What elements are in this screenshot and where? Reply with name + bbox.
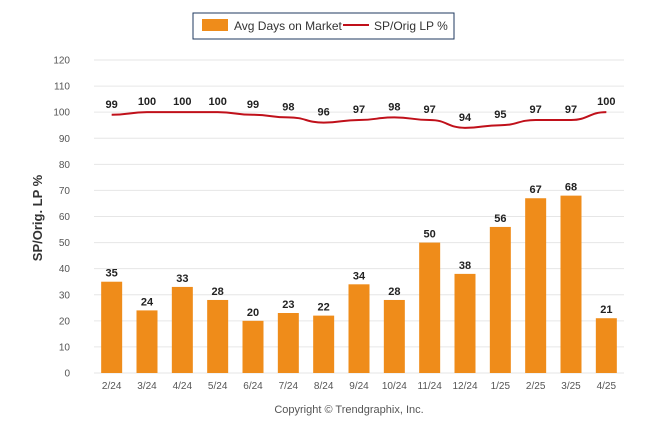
bar-value-label: 34	[353, 270, 366, 282]
bar	[525, 198, 547, 373]
bar-value-label: 28	[388, 286, 400, 298]
line-value-label: 94	[459, 112, 472, 124]
line-value-label: 97	[353, 104, 365, 116]
x-tick-label: 4/24	[173, 381, 193, 392]
line-value-label: 100	[597, 96, 615, 108]
y-axis-title: SP/Orig. LP %	[30, 174, 45, 261]
y-tick-label: 110	[54, 82, 70, 93]
line-value-label: 99	[247, 99, 259, 111]
bar	[313, 315, 335, 373]
line-path	[111, 111, 607, 129]
line-value-label: 97	[565, 104, 577, 116]
bar	[419, 242, 441, 373]
bar-value-label: 56	[494, 213, 506, 225]
legend: Avg Days on Market SP/Orig LP %	[192, 12, 455, 40]
x-tick-label: 6/24	[243, 381, 263, 392]
x-tick-label: 3/25	[561, 381, 581, 392]
x-tick-label: 1/25	[491, 381, 511, 392]
line-value-label: 96	[318, 107, 330, 119]
bar	[101, 281, 123, 373]
legend-bar-label: Avg Days on Market	[234, 19, 342, 33]
y-tick-label: 120	[53, 56, 70, 67]
bar-value-label: 68	[565, 182, 577, 194]
bar-value-label: 67	[530, 184, 542, 196]
line-value-label: 98	[282, 101, 294, 113]
bar-value-label: 24	[141, 296, 154, 308]
bar-value-label: 35	[106, 268, 118, 280]
x-tick-label: 8/24	[314, 381, 334, 392]
x-tick-label: 9/24	[349, 381, 369, 392]
bar-value-label: 21	[600, 304, 612, 316]
y-tick-label: 30	[59, 290, 71, 301]
bar	[242, 320, 264, 373]
x-tick-label: 2/24	[102, 381, 122, 392]
legend-line-label: SP/Orig LP %	[374, 19, 448, 33]
x-tick-label: 12/24	[452, 381, 477, 392]
bar	[560, 195, 582, 373]
line-value-label: 100	[208, 96, 226, 108]
bar	[136, 310, 158, 373]
x-tick-label: 11/24	[418, 381, 443, 392]
bar	[383, 299, 405, 373]
bar	[171, 286, 193, 373]
bar	[348, 284, 370, 373]
x-tick-label: 2/25	[526, 381, 546, 392]
x-axis-ticks: 2/24 3/24 4/24 5/24 6/24 7/24 8/24 9/24 10/24 11/…	[102, 381, 617, 392]
bar	[454, 273, 476, 373]
bar	[489, 226, 511, 373]
x-tick-label: 4/25	[597, 381, 617, 392]
bar-value-label: 33	[176, 273, 188, 285]
y-tick-label: 60	[59, 212, 71, 223]
y-tick-label: 70	[59, 186, 71, 197]
line-value-label: 100	[138, 96, 156, 108]
y-tick-label: 20	[59, 316, 71, 327]
x-tick-label: 3/24	[137, 381, 157, 392]
y-tick-label: 10	[59, 342, 71, 353]
x-tick-label: 5/24	[208, 381, 228, 392]
bar-value-label: 38	[459, 260, 471, 272]
y-tick-label: 80	[59, 160, 71, 171]
line-value-label: 99	[106, 99, 118, 111]
line-value-label: 97	[530, 104, 542, 116]
bar-series	[101, 195, 617, 373]
bar-value-label: 22	[318, 302, 330, 314]
y-tick-label: 50	[59, 238, 71, 249]
y-tick-label: 100	[53, 108, 70, 119]
line-series	[111, 111, 607, 129]
copyright-text: Copyright © Trendgraphix, Inc.	[274, 404, 423, 416]
line-value-label: 100	[173, 96, 191, 108]
bar	[207, 299, 229, 373]
y-tick-label: 0	[64, 369, 70, 380]
x-tick-label: 7/24	[279, 381, 299, 392]
bar-value-label: 23	[282, 299, 294, 311]
legend-box	[192, 12, 455, 40]
bar	[595, 318, 617, 373]
bar-value-label: 20	[247, 307, 259, 319]
line-value-label: 98	[388, 101, 400, 113]
bar	[277, 313, 299, 373]
x-tick-label: 10/24	[382, 381, 407, 392]
legend-bar-swatch	[202, 19, 228, 31]
bar-value-label: 50	[424, 229, 436, 241]
y-tick-label: 90	[59, 134, 71, 145]
line-value-label: 95	[494, 109, 506, 121]
bar-data-labels: 35 24 33 28 20 23 22 34 28 50 38 56 67 68 21	[106, 182, 613, 319]
line-data-labels: 99 100 100 100 99 98 96 97 98 97 94 95 97 97 100	[106, 96, 616, 124]
bar-value-label: 28	[212, 286, 224, 298]
line-value-label: 97	[424, 104, 436, 116]
y-axis-ticks: 0 10 20 30 40 50 60 70 80 90 100 110 120	[53, 56, 70, 380]
y-tick-label: 40	[59, 264, 71, 275]
